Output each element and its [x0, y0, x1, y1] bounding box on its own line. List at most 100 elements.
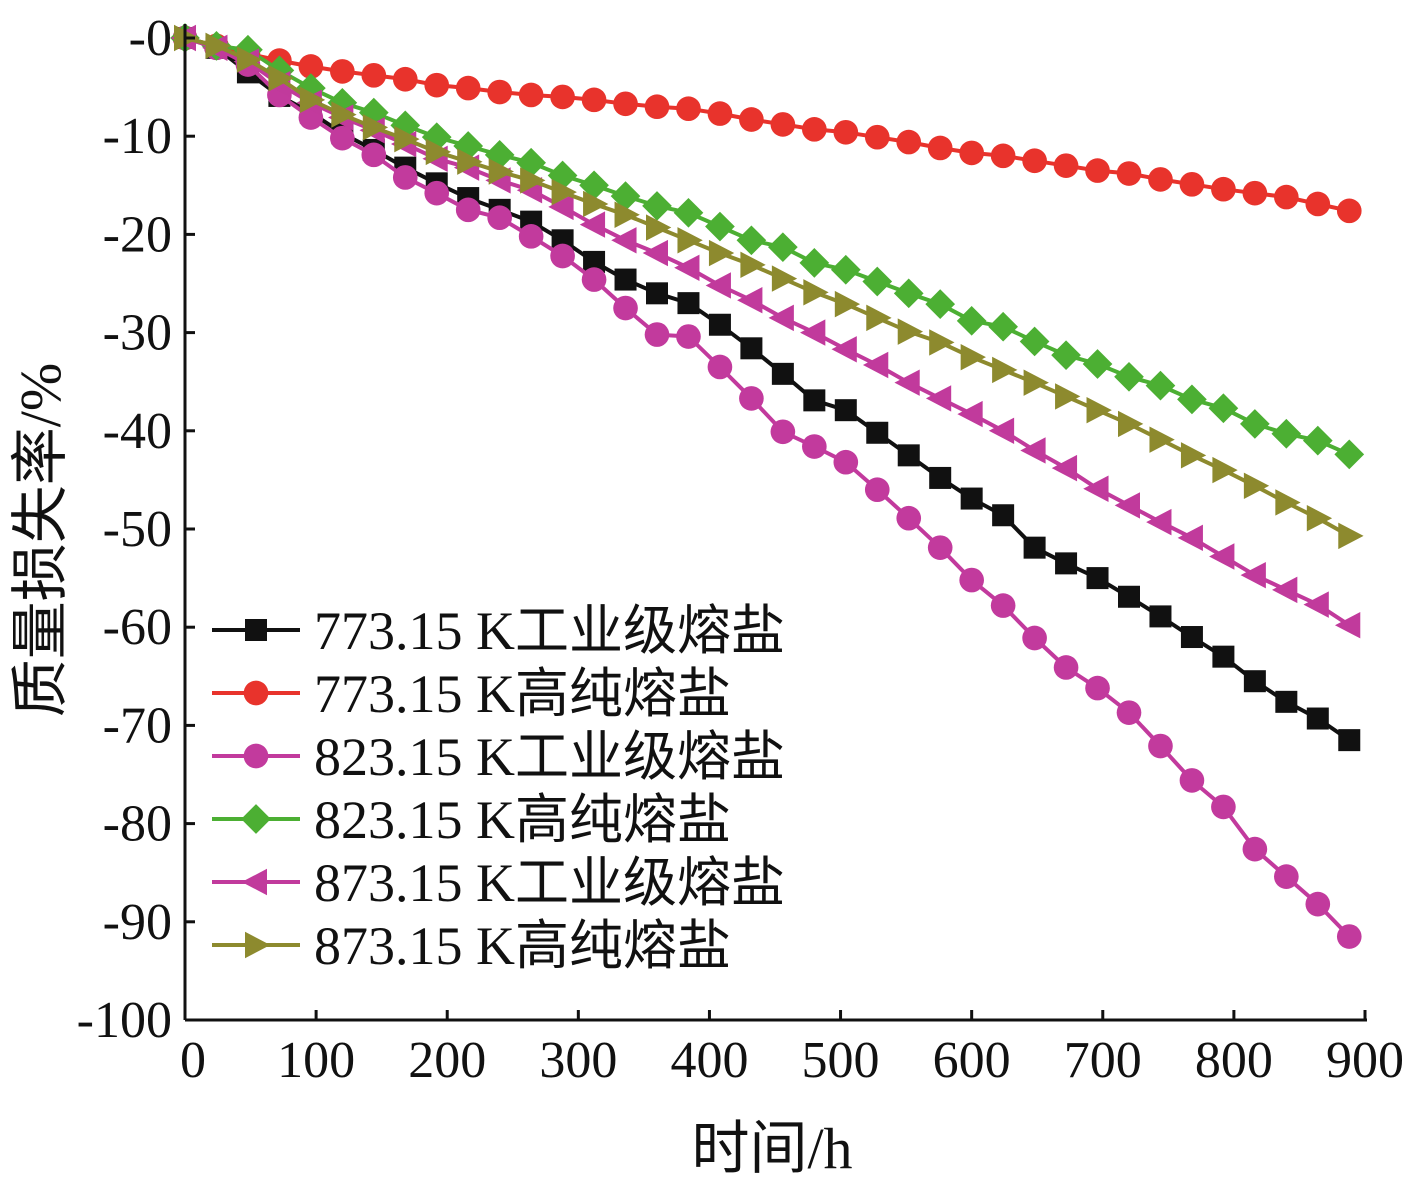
series-6-point: [1055, 383, 1081, 410]
series-6-point: [205, 32, 231, 60]
series-5-point: [1209, 543, 1235, 570]
legend-item: 873.15 K工业级熔盐: [212, 853, 785, 913]
series-3-point: [361, 142, 387, 168]
series-6-point: [803, 279, 829, 306]
series-3-point: [1242, 836, 1268, 862]
series-2-point: [990, 143, 1016, 169]
series-5-point: [988, 417, 1015, 444]
legend-label: 823.15 K工业级熔盐: [314, 727, 785, 787]
series-2-point: [676, 96, 701, 122]
series-3-point: [1179, 768, 1205, 793]
series-3-point: [455, 197, 481, 223]
series-6-point: [1243, 472, 1270, 499]
series-4-point: [925, 289, 956, 319]
series-4-point: [296, 73, 326, 103]
series-6-point: [834, 290, 861, 318]
series-6-point: [897, 318, 924, 345]
series-1-point: [614, 268, 637, 291]
series-4-point: [830, 254, 861, 285]
series-5-point: [674, 254, 700, 281]
legend-item: 823.15 K工业级熔盐: [212, 727, 785, 787]
series-1-point: [1055, 552, 1078, 575]
series-6-point: [992, 356, 1018, 384]
series-3-point: [581, 267, 607, 292]
series-5-point: [1240, 561, 1266, 589]
legend-marker: [241, 868, 267, 896]
series-5-point: [1272, 576, 1298, 604]
series-3-point: [1274, 864, 1299, 889]
series-3-point: [833, 449, 859, 475]
series-3: [172, 25, 1362, 949]
series-1-point: [677, 292, 700, 315]
series-3-point: [1211, 794, 1236, 820]
series-2-point: [613, 91, 638, 117]
series-6-point: [960, 343, 986, 371]
series-3-point: [1148, 733, 1173, 759]
series-5-point: [548, 193, 574, 221]
series-3-point: [739, 386, 764, 411]
series-2-point: [1053, 153, 1079, 178]
y-tick-label: -20: [103, 206, 172, 263]
series-1-point: [1180, 626, 1203, 649]
x-tick-label: 700: [1064, 1032, 1142, 1089]
series-4-point: [673, 197, 704, 228]
series-5-line: [184, 36, 1351, 627]
series-2-point: [1022, 148, 1047, 174]
series-4-point: [988, 311, 1018, 342]
series-3-point: [1305, 891, 1331, 917]
series-2-point: [833, 119, 859, 145]
series-6-point: [1149, 426, 1175, 453]
x-tick-label: 600: [933, 1032, 1011, 1089]
series-4-point: [516, 147, 546, 178]
series-6-point: [1275, 489, 1301, 516]
legend-marker: [245, 619, 267, 641]
series-2-point: [550, 84, 575, 110]
series-2-point: [455, 75, 481, 101]
series-5-point: [862, 351, 889, 379]
series-4-point: [736, 225, 767, 256]
y-tick-label: -10: [103, 108, 172, 165]
series-6-point: [236, 46, 263, 73]
series-5-point: [1177, 524, 1203, 552]
series-5-point: [737, 286, 763, 314]
series-6-point: [331, 101, 357, 128]
series-5-point: [800, 319, 826, 346]
series-3-point: [990, 593, 1016, 618]
series-6-point: [771, 265, 798, 292]
series-6-point: [299, 86, 326, 114]
y-tick-label: -40: [103, 403, 172, 460]
series-6-point: [551, 178, 577, 206]
series-2-point: [330, 59, 355, 84]
series-4-point: [799, 248, 830, 278]
series-1-point: [1086, 567, 1109, 590]
series-5-point: [611, 227, 637, 254]
series-2-point: [864, 124, 890, 150]
series-5-point: [1146, 508, 1172, 536]
legend-item: 773.15 K工业级熔盐: [212, 601, 785, 661]
series-3-point: [644, 322, 670, 347]
series-3-point: [770, 419, 796, 445]
series-1-point: [1275, 690, 1298, 713]
x-tick-label: 500: [802, 1032, 880, 1089]
series-5-point: [1020, 437, 1046, 464]
series-4-point: [642, 191, 672, 221]
series-5-point: [1051, 454, 1078, 482]
series-1-point: [992, 504, 1015, 527]
series-2-point: [739, 107, 764, 132]
series-4-point: [264, 55, 295, 86]
legend-marker: [241, 804, 271, 834]
series-5-point: [642, 239, 668, 267]
legend-label: 873.15 K高纯熔盐: [314, 916, 731, 976]
series-6-point: [614, 201, 640, 228]
y-tick-label: -70: [103, 697, 172, 754]
series-2-point: [424, 72, 450, 98]
series-3-point: [518, 224, 544, 249]
series-2-point: [1085, 158, 1110, 183]
series-3-point: [896, 505, 922, 531]
series-1-point: [929, 466, 952, 489]
series-1-point: [803, 389, 826, 412]
series-5-point: [1303, 591, 1329, 618]
series-5-point: [768, 304, 794, 332]
series-6-point: [646, 214, 672, 241]
